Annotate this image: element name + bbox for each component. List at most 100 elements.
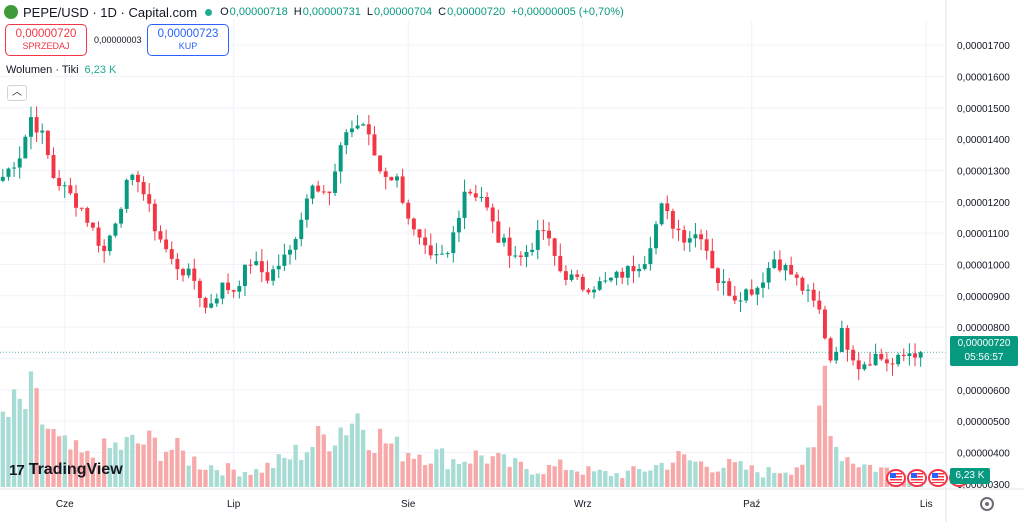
- candle-body: [417, 229, 422, 238]
- candle-body: [85, 208, 90, 223]
- volume-bar: [558, 459, 563, 487]
- candle-body: [355, 125, 360, 129]
- candle-body: [276, 265, 281, 270]
- volume-bar: [676, 450, 681, 487]
- y-tick-label: 0,00000400: [957, 449, 1010, 460]
- tradingview-mark-icon: 17: [9, 461, 25, 479]
- candle-body: [141, 182, 146, 195]
- candle-body: [507, 237, 512, 256]
- volume-bar: [462, 461, 467, 487]
- sell-button[interactable]: 0,00000720 SPRZEDAJ: [5, 24, 87, 56]
- volume-bar: [389, 443, 394, 487]
- last-price-badge: 0,00000720 05:56:57: [950, 336, 1018, 366]
- candle-body: [890, 363, 895, 365]
- candle-body: [913, 353, 918, 358]
- tradingview-logo[interactable]: 17 TradingView: [9, 461, 123, 479]
- candle-body: [749, 289, 754, 295]
- us-flag-icon[interactable]: [907, 469, 927, 487]
- x-tick-label: Lip: [227, 499, 241, 510]
- volume-bar: [377, 428, 383, 487]
- candle-body: [828, 338, 833, 361]
- tradingview-wordmark: TradingView: [28, 461, 123, 478]
- candle-body: [6, 168, 11, 177]
- volume-legend[interactable]: Wolumen · Tiki 6,23 K: [6, 64, 116, 76]
- collapse-legend-button[interactable]: ︿: [7, 85, 27, 101]
- volume-bar: [828, 436, 833, 487]
- candle-body: [727, 281, 732, 296]
- candle-body: [614, 271, 619, 278]
- spread-value: 0,00000003: [94, 35, 142, 45]
- volume-bar: [834, 446, 839, 487]
- volume-bar: [180, 450, 186, 487]
- candle-body: [547, 230, 551, 239]
- volume-bar: [203, 469, 208, 487]
- volume-bar: [355, 413, 360, 487]
- candle-body: [226, 282, 231, 291]
- volume-bar: [670, 462, 676, 487]
- volume-bar: [698, 461, 704, 487]
- x-tick-label: Cze: [56, 499, 74, 510]
- volume-bar: [68, 449, 73, 487]
- candle-body: [901, 354, 906, 357]
- candle-body: [884, 359, 889, 364]
- candle-body: [321, 191, 326, 193]
- volume-bar: [490, 456, 495, 487]
- bar-countdown: 05:56:57: [964, 352, 1004, 363]
- candle-body: [704, 239, 709, 251]
- candle-body: [620, 271, 625, 278]
- volume-bar: [665, 469, 670, 487]
- volume-bar: [6, 416, 11, 487]
- volume-bar: [237, 476, 242, 487]
- candle-body: [428, 245, 433, 256]
- volume-bar: [254, 469, 259, 487]
- settings-gear-icon[interactable]: [980, 497, 994, 511]
- candle-body: [575, 274, 580, 277]
- candle-body: [524, 251, 529, 257]
- volume-bar: [186, 465, 191, 487]
- candle-body: [395, 176, 399, 181]
- volume-bar: [591, 471, 597, 487]
- volume-bar: [496, 452, 501, 487]
- candle-body: [423, 237, 428, 246]
- volume-bar: [23, 409, 28, 487]
- volume-bar: [293, 444, 298, 487]
- candle-body: [772, 259, 777, 268]
- us-flag-icon[interactable]: [928, 469, 948, 487]
- candle-body: [304, 198, 309, 220]
- candle-body: [907, 353, 912, 357]
- candle-body: [468, 191, 473, 194]
- candle-body: [834, 351, 839, 361]
- candle-body: [333, 171, 338, 193]
- candle-body: [479, 197, 484, 199]
- volume-bar: [789, 474, 794, 487]
- candle-body: [271, 269, 276, 281]
- volume-bar: [879, 467, 884, 487]
- volume-bar: [242, 471, 248, 487]
- x-tick-label: Sie: [401, 499, 416, 510]
- symbol-title[interactable]: PEPE/USD · 1D · Capital.com: [23, 4, 198, 20]
- volume-bar: [163, 451, 169, 487]
- volume-bar: [220, 475, 225, 487]
- volume-bar: [422, 465, 428, 487]
- y-tick-label: 0,00001700: [957, 41, 1010, 52]
- volume-bar: [265, 462, 270, 487]
- candle-body: [107, 235, 112, 252]
- volume-bar: [682, 454, 687, 487]
- volume-bar: [822, 365, 828, 487]
- candle-body: [192, 268, 197, 281]
- candle-body: [259, 261, 264, 273]
- candle-body: [175, 258, 180, 270]
- low-label: L: [366, 6, 373, 18]
- us-flag-icon[interactable]: [886, 469, 906, 487]
- open-value: 0,00000718: [229, 6, 288, 18]
- volume-bar: [710, 472, 715, 487]
- volume-bar: [608, 476, 614, 487]
- candle-body: [693, 234, 698, 239]
- volume-bar: [383, 443, 388, 487]
- volume-bar: [620, 478, 625, 487]
- buy-button[interactable]: 0,00000723 KUP: [147, 24, 229, 56]
- candle-body: [361, 124, 366, 126]
- high-value: 0,00000731: [302, 6, 361, 18]
- y-tick-label: 0,00001500: [957, 104, 1010, 115]
